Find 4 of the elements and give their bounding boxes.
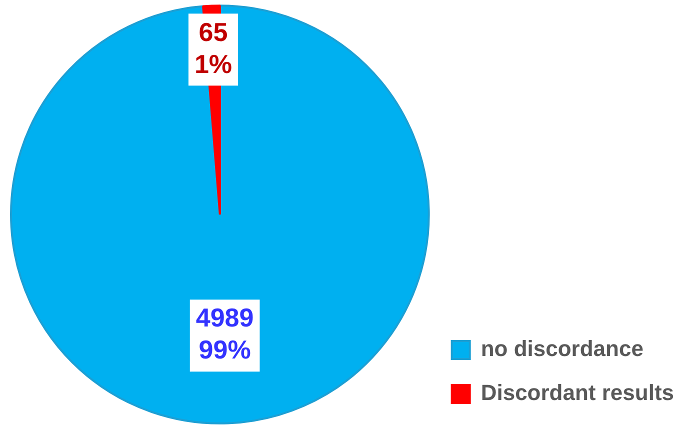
data-label: 65 1% bbox=[194, 16, 232, 79]
data-label: 4989 99% bbox=[196, 302, 254, 365]
legend-label: Discordant results bbox=[480, 380, 674, 406]
legend-label: no discordance bbox=[480, 336, 644, 362]
